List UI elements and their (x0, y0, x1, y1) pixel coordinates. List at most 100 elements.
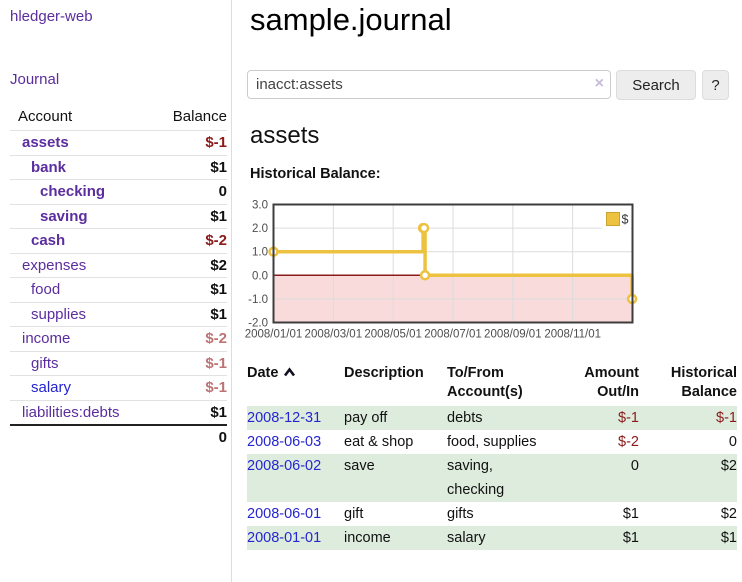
transaction-amount: $-2 (618, 434, 639, 450)
transaction-balance: $2 (720, 506, 737, 522)
transaction-amount: $-1 (618, 410, 639, 426)
svg-text:2008/01/01: 2008/01/01 (245, 329, 303, 341)
account-row-supplies: supplies $1 (10, 301, 227, 327)
account-section-title: assets (250, 122, 320, 149)
balance-column-header: Balance (172, 108, 227, 125)
svg-text:2008/07/01: 2008/07/01 (424, 329, 482, 341)
transaction-accounts: saving, checking (447, 458, 505, 498)
account-balance: $-1 (205, 379, 227, 396)
account-link-cash[interactable]: cash (31, 232, 66, 249)
balance-column-header: Historical Balance (670, 365, 737, 400)
account-link-saving[interactable]: saving (40, 207, 88, 225)
svg-text:0.0: 0.0 (252, 270, 268, 282)
account-balance: $1 (210, 305, 227, 323)
date-column-header[interactable]: Date (247, 364, 344, 402)
accounts-table: Account Balance assets $-1 bank $1 check… (10, 106, 227, 450)
transaction-balance: 0 (728, 434, 737, 450)
svg-text:2008/03/01: 2008/03/01 (305, 329, 363, 341)
accounts-table-header: Account Balance (10, 106, 227, 130)
account-row-cash: cash $-2 (10, 228, 227, 253)
page-title: sample.journal (250, 2, 452, 37)
transaction-row: 2008-01-01 income salary $1 $1 (247, 526, 737, 550)
svg-text:$: $ (622, 213, 629, 227)
help-button[interactable]: ? (702, 70, 729, 100)
description-column-header: Description (344, 365, 424, 381)
chart-title: Historical Balance: (250, 166, 381, 182)
search-button[interactable]: Search (616, 70, 696, 100)
svg-text:1.0: 1.0 (252, 247, 268, 259)
sidebar-item-journal[interactable]: Journal (10, 71, 60, 88)
transaction-description: income (344, 530, 391, 546)
account-column-header: Account (18, 108, 73, 125)
svg-text:-1.0: -1.0 (248, 294, 268, 306)
search-input-wrap: × (247, 70, 611, 99)
sidebar: hledger-web Journal Account Balance asse… (0, 0, 232, 582)
svg-text:3.0: 3.0 (252, 200, 268, 212)
transaction-amount: $1 (622, 530, 639, 546)
transaction-row: 2008-06-01 gift gifts $1 $2 (247, 502, 737, 526)
account-row-checking: checking 0 (10, 179, 227, 204)
account-balance: $-1 (205, 354, 227, 372)
transaction-date-link[interactable]: 2008-06-02 (247, 458, 322, 474)
transaction-accounts: salary (447, 530, 486, 546)
transaction-row: 2008-12-31 pay off debts $-1 $-1 (247, 406, 737, 430)
search-form: × Search ? (247, 70, 729, 100)
transaction-description: pay off (344, 410, 388, 426)
transaction-date-link[interactable]: 2008-12-31 (247, 410, 322, 426)
transaction-accounts: food, supplies (447, 434, 537, 450)
account-balance: $1 (210, 281, 227, 298)
transaction-balance: $2 (720, 458, 737, 474)
transaction-description: eat & shop (344, 434, 414, 450)
sort-ascending-icon (284, 367, 296, 377)
account-link-assets[interactable]: assets (22, 134, 69, 151)
account-row-liabilities-debts: liabilities:debts $1 (10, 399, 227, 425)
account-link-income[interactable]: income (22, 330, 71, 347)
account-link-expenses[interactable]: expenses (22, 256, 87, 274)
account-link-checking[interactable]: checking (40, 183, 106, 200)
transaction-date-link[interactable]: 2008-01-01 (247, 530, 322, 546)
app-title-link[interactable]: hledger-web (10, 8, 93, 25)
account-link-gifts[interactable]: gifts (31, 354, 59, 372)
transaction-date-link[interactable]: 2008-06-01 (247, 506, 322, 522)
account-link-food[interactable]: food (31, 281, 61, 298)
svg-text:-2.0: -2.0 (248, 318, 268, 330)
amount-column-header: Amount Out/In (584, 365, 639, 400)
register-header-row: Date Description To/From Account(s) Amou… (247, 362, 737, 406)
svg-text:2.0: 2.0 (252, 223, 268, 235)
svg-text:2008/09/01: 2008/09/01 (484, 329, 542, 341)
search-input[interactable] (247, 70, 611, 99)
account-balance: 0 (218, 183, 227, 200)
accounts-total-row: 0 (10, 424, 227, 450)
account-link-salary[interactable]: salary (31, 379, 72, 396)
account-balance: $1 (210, 403, 227, 421)
account-row-salary: salary $-1 (10, 375, 227, 400)
transaction-balance: $-1 (716, 410, 737, 426)
transaction-description: save (344, 458, 375, 474)
transaction-date-link[interactable]: 2008-06-03 (247, 434, 322, 450)
account-link-supplies[interactable]: supplies (31, 305, 87, 323)
register-table: Date Description To/From Account(s) Amou… (247, 362, 737, 550)
transaction-row: 2008-06-03 eat & shop food, supplies $-2… (247, 430, 737, 454)
svg-text:2008/05/01: 2008/05/01 (364, 329, 422, 341)
account-row-saving: saving $1 (10, 203, 227, 229)
account-balance: $-1 (205, 134, 227, 151)
account-row-income: income $-2 (10, 326, 227, 351)
account-balance: $-2 (205, 330, 227, 347)
account-row-assets: assets $-1 (10, 130, 227, 155)
transaction-row: 2008-06-02 save saving, checking 0 $2 (247, 454, 737, 502)
transaction-description: gift (344, 506, 364, 522)
accounts-column-header: To/From Account(s) (447, 365, 523, 400)
transaction-amount: $1 (622, 506, 639, 522)
accounts-total-value: 0 (218, 429, 227, 446)
transaction-balance: $1 (720, 530, 737, 546)
svg-text:2008/11/01: 2008/11/01 (544, 329, 601, 341)
clear-search-icon[interactable]: × (594, 75, 604, 92)
account-row-gifts: gifts $-1 (10, 350, 227, 376)
account-balance: $-2 (205, 232, 227, 249)
account-row-food: food $1 (10, 277, 227, 302)
account-link-liabilities-debts[interactable]: liabilities:debts (22, 403, 120, 421)
account-balance: $2 (210, 256, 227, 274)
transaction-accounts: debts (447, 410, 483, 426)
account-link-bank[interactable]: bank (31, 158, 67, 176)
